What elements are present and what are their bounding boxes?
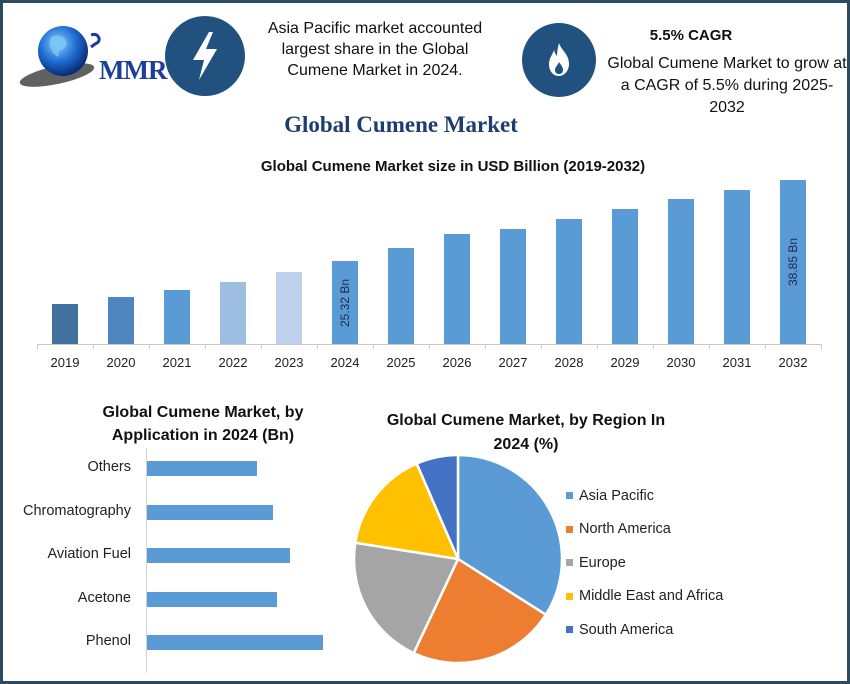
x-axis-tick [429,344,430,349]
x-axis-label: 2027 [498,355,528,370]
legend-item: North America [566,513,723,547]
bar-2020 [108,297,134,344]
flame-icon [549,43,569,76]
legend-item: Asia Pacific [566,479,723,513]
pie-slice-europe [352,541,460,655]
region-pie-chart [352,453,564,665]
x-axis-label: 2023 [274,355,304,370]
x-axis-tick [261,344,262,349]
cagr-callout: Global Cumene Market to grow at a CAGR o… [607,55,847,116]
bar-2019 [52,304,78,344]
bar-2025 [388,248,414,344]
x-axis-tick [653,344,654,349]
page-title: Global Cumene Market [284,112,518,137]
legend-swatch [566,559,573,567]
globe-logo-icon [19,26,101,87]
application-row: Acetone [3,590,850,608]
legend-item: Middle East and Africa [566,580,723,614]
bar-2024: 25.32 Bn [332,261,358,344]
application-bar [147,548,290,563]
x-axis-tick [709,344,710,349]
legend-swatch [566,592,573,600]
cagr-title: 5.5% CAGR [649,27,733,44]
bar-2029 [612,209,638,344]
pie-slice-south-america [415,453,460,560]
application-row: Others [3,459,850,477]
region-chart-title: Global Cumene Market, by Region In 2024 … [386,412,666,453]
x-axis-tick [205,344,206,349]
legend-swatch [566,525,573,533]
x-axis-label: 2032 [778,355,808,370]
market-size-chart-title: Global Cumene Market size in USD Billion… [260,158,646,175]
x-axis-label: 2024 [330,355,360,370]
legend-swatch [566,492,573,500]
legend-label: South America [579,621,674,638]
x-axis-tick [37,344,38,349]
x-axis-tick [149,344,150,349]
bar-value-label: 25.32 Bn [338,278,352,327]
x-axis-label: 2020 [106,355,136,370]
flame-icon-badge [522,23,596,97]
x-axis-label: 2021 [162,355,192,370]
x-axis-tick [541,344,542,349]
x-axis-label: 2019 [50,355,80,370]
x-axis-tick [317,344,318,349]
legend-item: South America [566,613,723,647]
application-label: Chromatography [23,503,131,519]
application-y-axis [146,448,147,673]
bar-2026 [444,234,470,344]
application-row: Phenol [3,633,850,651]
application-bar [147,635,323,650]
pie-slice-middle-east-and-africa [353,461,461,561]
x-axis-label: 2029 [610,355,640,370]
x-axis-tick [821,344,822,349]
mmr-logo: MMR [17,25,167,91]
legend-item: Europe [566,546,723,580]
bar-2021 [164,290,190,344]
x-axis-label: 2026 [442,355,472,370]
bar-2027 [500,229,526,344]
bar-2032: 38.85 Bn [780,180,806,344]
x-axis-label: 2030 [666,355,696,370]
lightning-icon-badge [165,16,245,96]
application-bar [147,461,257,476]
bar-2023 [276,272,302,344]
x-axis-tick [93,344,94,349]
bar-2028 [556,219,582,344]
application-label: Aviation Fuel [47,546,131,562]
x-axis-tick [765,344,766,349]
application-label: Others [87,459,131,475]
legend-label: Asia Pacific [579,487,654,504]
legend-swatch [566,626,573,634]
bar-2022 [220,282,246,344]
application-label: Phenol [85,633,131,649]
application-chart-title: Global Cumene Market, by Application in … [102,404,304,444]
lightning-bolt-icon [193,32,217,80]
x-axis-tick [485,344,486,349]
x-axis-label: 2022 [218,355,248,370]
x-axis-label: 2031 [722,355,752,370]
x-axis-label: 2028 [554,355,584,370]
bar-value-label: 38.85 Bn [786,237,800,287]
x-axis-tick [597,344,598,349]
legend-label: Middle East and Africa [579,588,724,605]
logo-text: MMR [99,55,167,85]
legend-label: North America [579,521,671,538]
x-axis-tick [373,344,374,349]
region-legend: Asia Pacific North America Europe Middle Ea… [566,479,723,647]
application-bar [147,505,273,520]
application-row: Chromatography [3,503,850,521]
market-size-bar-chart: 2019 2020 2021 2022 2023 25.32 Bn 2024 2025 2026… [37,173,822,373]
x-axis-label: 2025 [386,355,416,370]
application-row: Aviation Fuel [3,546,850,564]
legend-label: Europe [579,554,626,571]
application-label: Acetone [77,590,131,606]
application-bar [147,592,277,607]
bar-2030 [668,199,694,344]
bar-2031 [724,190,750,344]
asia-pacific-callout: Asia Pacific market accounted largest sh… [267,20,483,79]
